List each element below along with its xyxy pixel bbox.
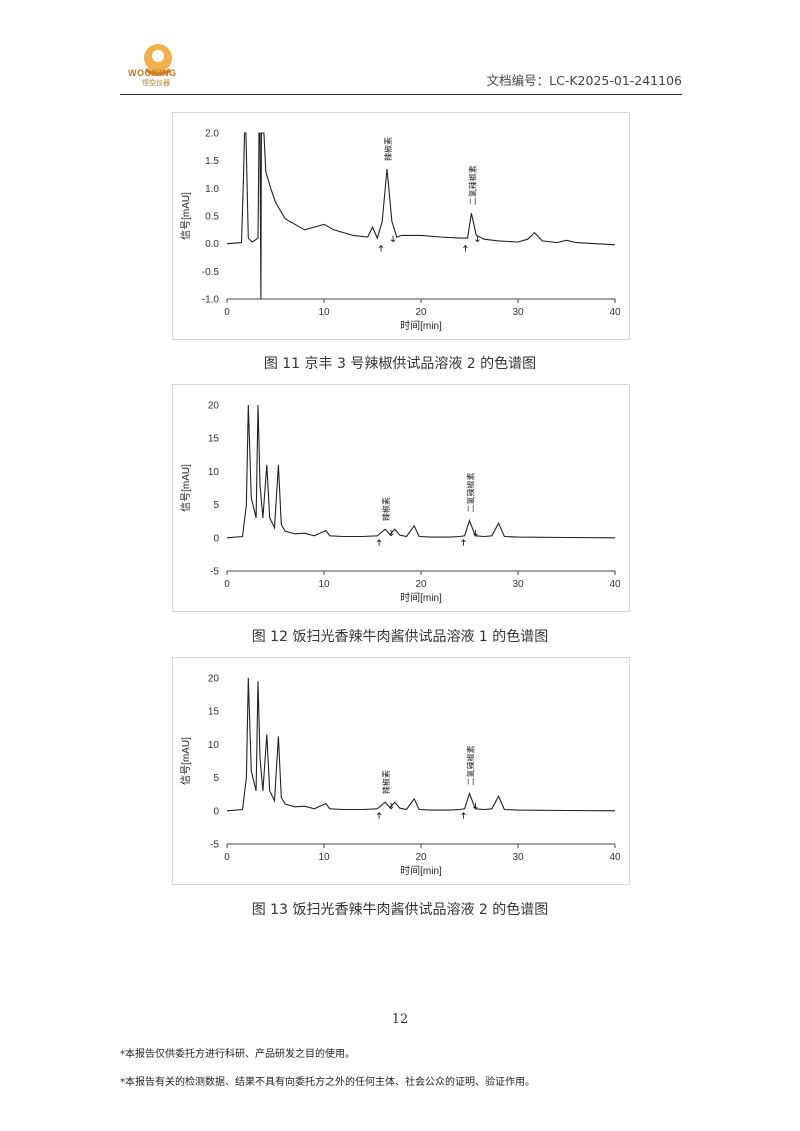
logo-subtitle: 悟空仪器 — [142, 79, 170, 87]
x-tick-label: 10 — [318, 852, 330, 863]
figure-caption-12: 图 12 饭扫光香辣牛肉酱供试品溶液 1 的色谱图 — [251, 629, 549, 645]
peak-start-marker — [376, 812, 382, 819]
x-tick-label: 30 — [512, 852, 524, 863]
y-tick-label: 10 — [208, 740, 220, 751]
x-tick-label: 40 — [609, 852, 621, 863]
x-tick-label: 20 — [415, 852, 427, 863]
y-axis-label: 信号[mAU] — [180, 737, 192, 785]
y-tick-label: -5 — [210, 567, 219, 578]
y-tick-label: 0.0 — [205, 239, 219, 250]
x-axis-label: 时间[min] — [400, 864, 442, 877]
peak-start-marker — [378, 245, 384, 252]
x-tick-label: 40 — [609, 579, 621, 590]
y-tick-label: -5 — [210, 840, 219, 851]
y-tick-label: 1.5 — [205, 156, 219, 167]
page-number: 12 — [391, 1012, 409, 1027]
chromatogram-trace — [227, 677, 615, 812]
y-tick-label: 0 — [213, 806, 219, 817]
y-tick-label: 15 — [208, 434, 220, 445]
x-tick-label: 20 — [415, 579, 427, 590]
peak-start-marker — [461, 539, 466, 546]
y-tick-label: 20 — [208, 674, 220, 685]
y-tick-label: 5 — [213, 500, 219, 511]
chromatogram-trace — [227, 132, 615, 300]
x-tick-label: 10 — [318, 307, 330, 318]
y-tick-label: 2.0 — [205, 129, 219, 140]
peak-start-marker — [376, 539, 382, 546]
chromatogram-chart-12: -5 0 5 10 15 20 0 10 20 30 40 时间[min] 信号[mAU] 辣椒素 二氢辣椒… — [180, 401, 621, 605]
figure-caption-13: 图 13 饭扫光香辣牛肉酱供试品溶液 2 的色谱图 — [251, 902, 549, 918]
peak-end-marker — [473, 529, 478, 537]
logo-text: WOOKING — [128, 68, 177, 78]
x-tick-label: 0 — [224, 307, 230, 318]
peak-label: 二氢辣椒素 — [466, 473, 476, 513]
y-tick-label: 1.0 — [205, 184, 219, 195]
peak-label: 二氢辣椒素 — [467, 165, 477, 205]
chromatogram-chart-13: -5 0 5 10 15 20 0 10 20 30 40 时间[min] 信号[mAU] 辣椒素 二氢辣椒… — [180, 674, 621, 878]
y-tick-label: -0.5 — [202, 267, 220, 278]
peak-start-marker — [461, 812, 466, 819]
peak-end-marker — [473, 802, 478, 810]
y-tick-label: 15 — [208, 707, 220, 718]
chromatogram-panel-13: -5 0 5 10 15 20 0 10 20 30 40 时间[min] 信号[mAU] 辣椒素 二氢辣椒… — [172, 657, 630, 885]
peak-end-marker — [475, 235, 480, 243]
x-tick-label: 30 — [512, 307, 524, 318]
y-tick-label: -1.0 — [202, 295, 220, 306]
x-axis-label: 时间[min] — [400, 591, 442, 604]
figure-caption-11: 图 11 京丰 3 号辣椒供试品溶液 2 的色谱图 — [263, 356, 537, 372]
chromatogram-trace — [227, 404, 615, 539]
peak-label: 辣椒素 — [383, 137, 393, 161]
y-axis-label: 信号[mAU] — [180, 464, 192, 512]
footnote-validity: *本报告有关的检测数据、结果不具有向委托方之外的任何主体、社会公众的证明、验证作… — [120, 1077, 535, 1088]
x-tick-label: 0 — [224, 852, 230, 863]
y-tick-label: 5 — [213, 773, 219, 784]
footnote-usage: *本报告仅供委托方进行科研、产品研发之目的使用。 — [120, 1049, 355, 1060]
y-tick-label: 0.5 — [205, 212, 219, 223]
peak-label: 辣椒素 — [381, 770, 391, 794]
peak-label: 二氢辣椒素 — [466, 746, 476, 786]
chromatogram-panel-12: -5 0 5 10 15 20 0 10 20 30 40 时间[min] 信号[mAU] 辣椒素 二氢辣椒… — [172, 384, 630, 612]
y-tick-label: 0 — [213, 533, 219, 544]
y-tick-label: 20 — [208, 401, 220, 412]
peak-label: 辣椒素 — [381, 497, 391, 521]
chromatogram-panel-11: -1.0 -0.5 0.0 0.5 1.0 1.5 2.0 0 10 20 30 40 时间[min] 信… — [172, 112, 630, 340]
y-tick-label: 10 — [208, 467, 220, 478]
x-axis-label: 时间[min] — [400, 319, 442, 332]
y-axis-label: 信号[mAU] — [180, 192, 192, 240]
x-tick-label: 0 — [224, 579, 230, 590]
header-divider — [120, 94, 682, 95]
document-number: 文档编号：LC-K2025-01-241106 — [486, 73, 682, 88]
x-tick-label: 40 — [609, 307, 621, 318]
peak-end-marker — [388, 802, 394, 810]
peak-end-marker — [388, 529, 394, 537]
chromatogram-chart-11: -1.0 -0.5 0.0 0.5 1.0 1.5 2.0 0 10 20 30 40 时间[min] 信… — [180, 129, 621, 333]
peak-start-marker — [463, 245, 468, 252]
x-tick-label: 10 — [318, 579, 330, 590]
x-tick-label: 20 — [415, 307, 427, 318]
wooking-logo — [144, 44, 172, 76]
peak-end-marker — [390, 235, 396, 243]
x-tick-label: 30 — [512, 579, 524, 590]
